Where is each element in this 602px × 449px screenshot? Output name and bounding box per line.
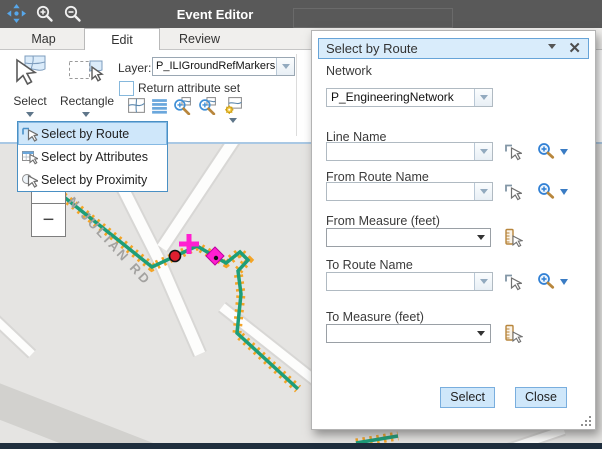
app-title: Event Editor	[176, 7, 254, 22]
rectangle-tool-label: Rectangle	[60, 94, 115, 108]
close-button[interactable]: Close	[515, 387, 567, 408]
return-attribute-set-label: Return attribute set	[138, 81, 241, 95]
from-route-dropdown-button[interactable]	[474, 183, 492, 200]
return-attribute-set-checkbox[interactable]	[119, 81, 134, 96]
tab-review[interactable]: Review	[179, 32, 220, 46]
line-zoom-icon[interactable]	[537, 142, 556, 161]
from-route-name-label: From Route Name	[326, 170, 429, 184]
line-name-combobox[interactable]	[326, 142, 493, 161]
line-select-on-map-icon[interactable]	[503, 142, 524, 161]
to-route-select-on-map-icon[interactable]	[503, 272, 524, 291]
select-features-icon-button[interactable]	[127, 96, 146, 115]
chevron-down-icon	[479, 279, 488, 288]
panel-collapse-caret-icon[interactable]	[548, 44, 557, 53]
select-by-route-icon	[21, 125, 41, 142]
layer-combobox[interactable]: P_ILIGroundRefMarkers	[152, 57, 295, 76]
chevron-down-icon	[479, 95, 488, 104]
select-button[interactable]: Select	[440, 387, 496, 408]
chevron-down-icon	[479, 149, 488, 158]
rectangle-tool-dropdown-caret[interactable]	[82, 112, 90, 121]
select-by-proximity-icon	[21, 171, 41, 188]
from-measure-ruler-icon[interactable]	[503, 228, 524, 248]
rectangle-tool-button[interactable]: Rectangle	[60, 54, 115, 126]
panel-resize-grip[interactable]	[580, 415, 591, 426]
network-combobox-value: P_EngineeringNetwork	[331, 90, 454, 104]
titlebar: Event Editor	[0, 0, 602, 28]
pan-to-selection-icon-button[interactable]	[198, 96, 217, 116]
titlebar-frame-outline	[293, 8, 453, 28]
from-route-zoom-caret-icon[interactable]	[560, 188, 568, 199]
line-name-value	[327, 143, 474, 160]
from-route-value	[327, 183, 474, 200]
network-label: Network	[326, 64, 372, 78]
selection-options-caret[interactable]	[229, 118, 237, 127]
magenta-cross-marker	[179, 234, 199, 254]
layer-combobox-dropdown-button[interactable]	[276, 58, 294, 75]
network-dropdown-button[interactable]	[474, 89, 492, 106]
from-route-combobox[interactable]	[326, 182, 493, 201]
pan-icon[interactable]	[7, 4, 26, 23]
zoom-in-icon[interactable]	[35, 4, 54, 23]
line-name-label: Line Name	[326, 130, 387, 144]
menu-item-select-by-attributes[interactable]: Select by Attributes	[18, 145, 167, 168]
tab-edit[interactable]: Edit	[84, 28, 160, 51]
line-name-dropdown-button[interactable]	[474, 143, 492, 160]
attribute-list-icon-button[interactable]	[150, 96, 169, 115]
menu-item-label: Select by Route	[41, 126, 130, 141]
zoom-out-icon[interactable]	[63, 4, 82, 23]
to-route-value	[327, 273, 474, 290]
menu-item-label: Select by Attributes	[41, 149, 149, 164]
select-by-attributes-icon	[21, 148, 41, 165]
to-route-zoom-icon[interactable]	[537, 272, 556, 291]
from-route-select-on-map-icon[interactable]	[503, 182, 524, 201]
zoom-to-selection-icon-button[interactable]	[173, 96, 192, 116]
to-route-zoom-caret-icon[interactable]	[560, 278, 568, 289]
to-route-dropdown-button[interactable]	[474, 273, 492, 290]
select-by-route-panel: Select by Route ✕ Network P_EngineeringN…	[311, 30, 596, 430]
from-measure-label: From Measure (feet)	[326, 214, 440, 228]
from-route-zoom-icon[interactable]	[537, 182, 556, 201]
to-route-name-label: To Route Name	[326, 258, 413, 272]
map-bottom-border	[0, 443, 602, 449]
red-point-marker	[168, 249, 182, 263]
selection-options-icon-button[interactable]	[224, 96, 243, 115]
line-zoom-caret-icon[interactable]	[560, 148, 568, 159]
road-wide-grey	[0, 383, 162, 449]
chevron-down-icon	[477, 235, 485, 244]
select-tool-label: Select	[13, 94, 47, 108]
chevron-down-icon	[477, 331, 485, 340]
rectangle-tool-icon	[67, 60, 105, 92]
network-combobox[interactable]: P_EngineeringNetwork	[326, 88, 493, 107]
panel-header[interactable]: Select by Route ✕	[318, 38, 589, 59]
chevron-down-icon	[479, 189, 488, 198]
menu-item-select-by-route[interactable]: Select by Route	[18, 122, 167, 145]
to-measure-ruler-icon[interactable]	[503, 324, 524, 344]
ribbon-group-divider	[296, 54, 297, 136]
panel-title: Select by Route	[326, 41, 418, 56]
to-measure-label: To Measure (feet)	[326, 310, 424, 324]
select-tool-dropdown-caret[interactable]	[26, 112, 34, 121]
chevron-down-icon	[281, 64, 290, 73]
magenta-diamond-marker	[205, 246, 225, 266]
from-measure-combobox[interactable]	[326, 228, 491, 247]
layer-combobox-value: P_ILIGroundRefMarkers	[156, 60, 276, 72]
select-tool-button[interactable]: Select	[4, 54, 56, 126]
map-zoom-out-button[interactable]: −	[32, 203, 65, 236]
menu-item-select-by-proximity[interactable]: Select by Proximity	[18, 168, 167, 191]
select-dropdown-menu: Select by Route Select by Attributes Sel…	[17, 121, 168, 192]
panel-close-icon[interactable]: ✕	[568, 40, 581, 57]
to-route-combobox[interactable]	[326, 272, 493, 291]
map-graphics	[0, 142, 566, 449]
tab-map[interactable]: Map	[31, 32, 56, 46]
layer-label: Layer:	[118, 61, 152, 75]
to-measure-combobox[interactable]	[326, 324, 491, 343]
menu-item-label: Select by Proximity	[41, 172, 148, 187]
select-tool-icon	[12, 55, 48, 92]
